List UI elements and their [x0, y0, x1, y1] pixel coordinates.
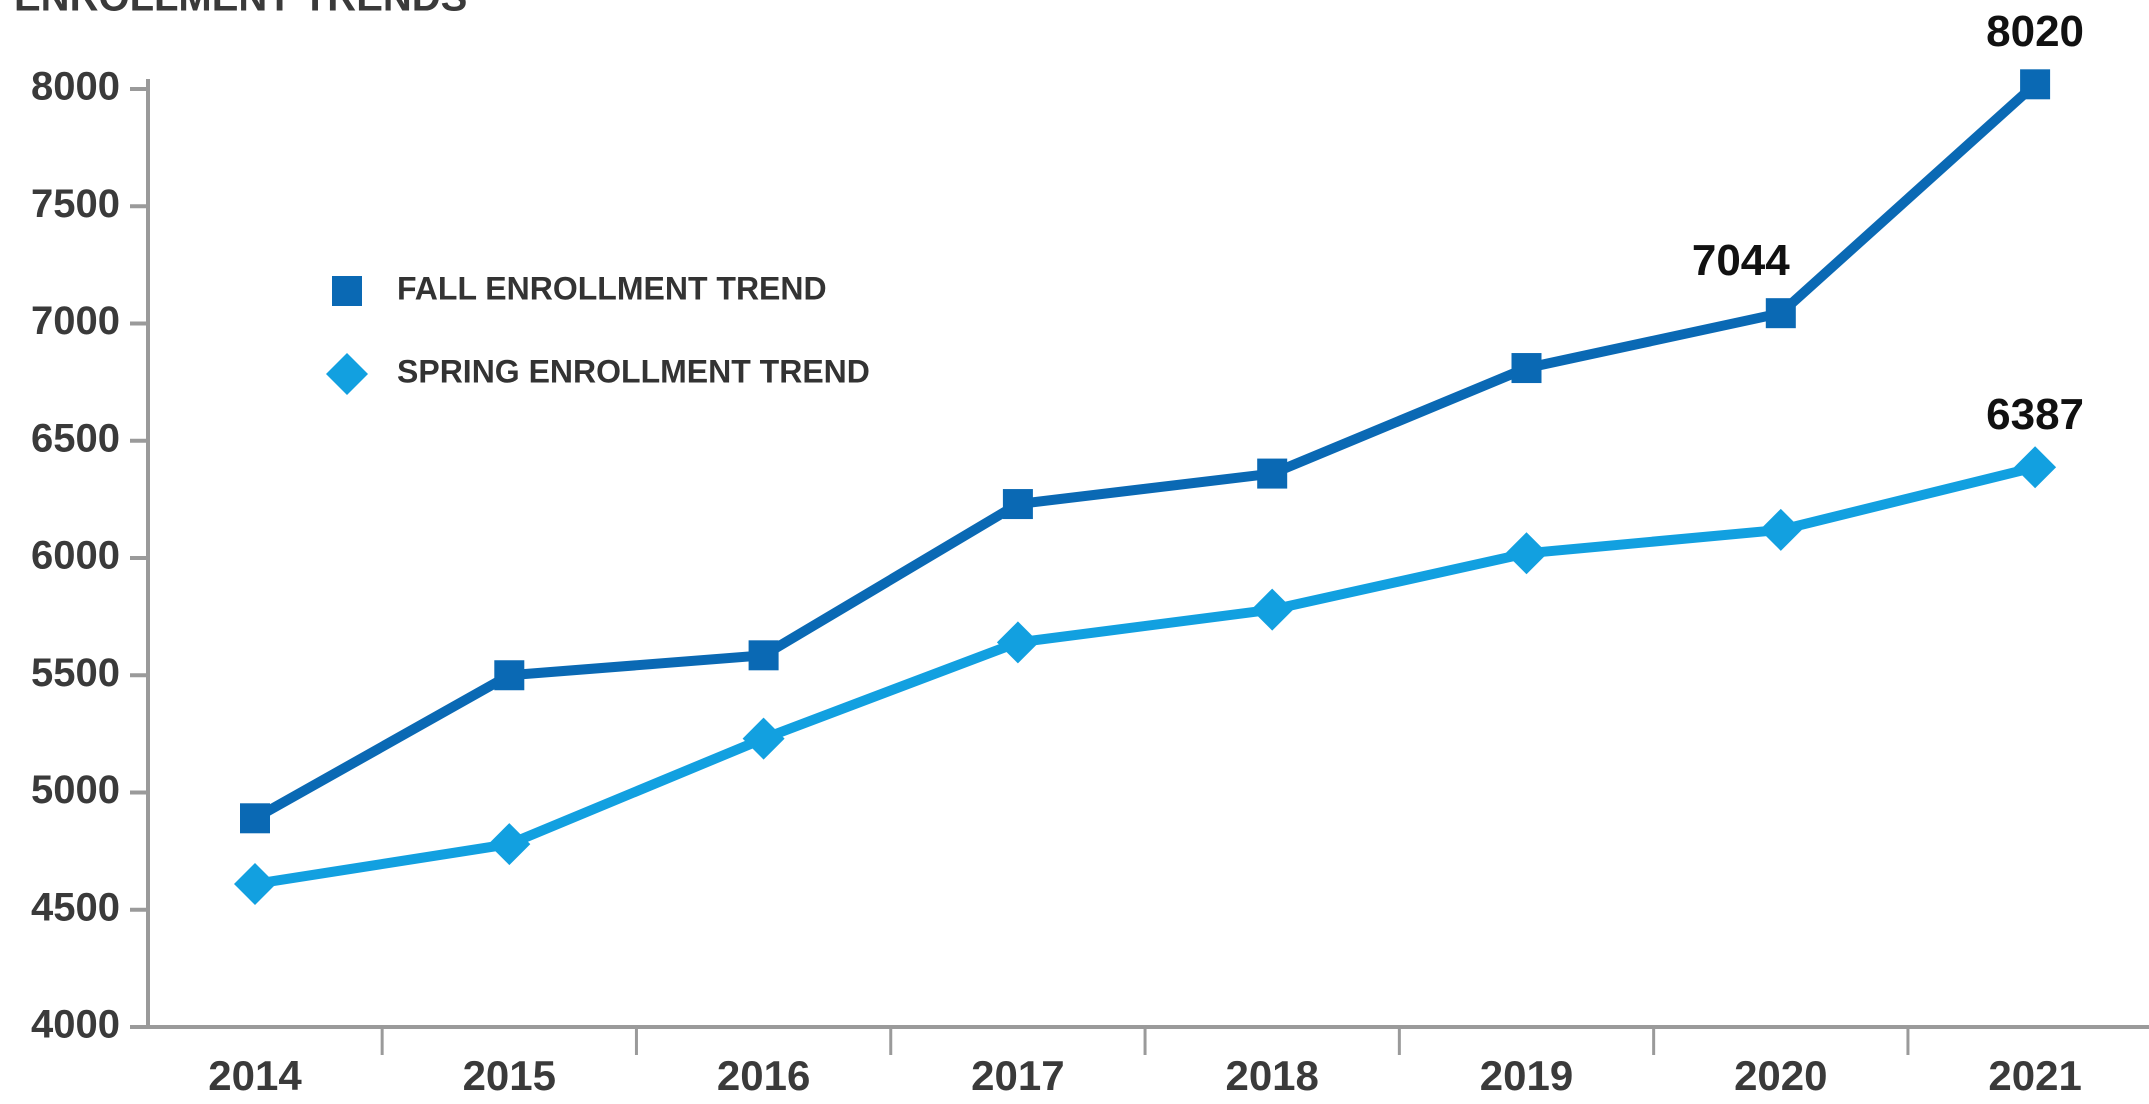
point-marker	[1002, 489, 1033, 520]
series-line	[252, 80, 2039, 823]
y-tick-label: 5500	[31, 651, 120, 695]
data-label: 7044	[1692, 236, 1790, 285]
point-marker	[996, 621, 1039, 664]
y-tick-label: 8000	[31, 65, 120, 109]
point-marker	[1251, 588, 1294, 631]
point-marker	[1759, 508, 1802, 551]
y-tick-label: 7000	[31, 299, 120, 343]
legend-marker	[332, 276, 362, 306]
y-tick-label: 7500	[31, 182, 120, 226]
legend-label: SPRING ENROLLMENT TREND	[397, 353, 870, 389]
point-marker	[2020, 69, 2051, 100]
legend-marker	[326, 353, 368, 395]
y-tick-label: 4500	[31, 885, 120, 929]
x-tick-label: 2016	[717, 1052, 810, 1099]
data-label: 6387	[1986, 390, 2084, 439]
chart-title: ENROLLMENT TRENDS	[14, 0, 467, 20]
y-tick-label: 5000	[31, 768, 120, 812]
point-marker	[1505, 532, 1548, 575]
point-marker	[494, 660, 525, 691]
point-marker	[1257, 458, 1288, 489]
point-marker	[234, 862, 276, 905]
y-tick-label: 6500	[31, 416, 120, 460]
x-tick-label: 2017	[971, 1052, 1064, 1099]
point-marker	[748, 640, 779, 671]
y-tick-label: 4000	[31, 1003, 120, 1047]
x-tick-label: 2018	[1225, 1052, 1318, 1099]
series-line	[254, 462, 2037, 889]
point-marker	[1765, 298, 1796, 329]
data-label: 8020	[1986, 7, 2084, 56]
x-tick-label: 2014	[208, 1052, 302, 1099]
x-tick-label: 2019	[1480, 1052, 1573, 1099]
legend-label: FALL ENROLLMENT TREND	[397, 270, 827, 306]
point-marker	[2014, 446, 2057, 489]
y-tick-label: 6000	[31, 534, 120, 578]
point-marker	[488, 823, 531, 866]
x-tick-label: 2015	[463, 1052, 556, 1099]
point-marker	[1511, 353, 1542, 384]
point-marker	[742, 717, 785, 760]
x-tick-label: 2020	[1734, 1052, 1827, 1099]
point-marker	[240, 803, 270, 834]
x-tick-label: 2021	[1988, 1052, 2081, 1099]
